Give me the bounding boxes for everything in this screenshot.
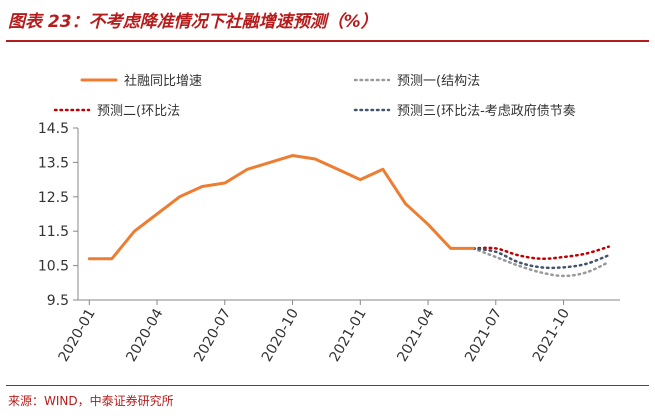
x-tick-label: 2021-01 [327, 306, 370, 365]
series-line-2 [471, 245, 610, 261]
y-axis: 9.5 10.5 11.5 12.5 13.5 14.5 [38, 121, 79, 309]
x-tick-label: 2020-10 [259, 306, 302, 365]
x-tick-label: 2021-10 [530, 306, 573, 365]
x-tick-label: 2020-07 [191, 306, 234, 365]
x-tick-label: 2021-04 [394, 306, 437, 365]
series-line-0 [87, 154, 475, 261]
x-tick-label: 2021-07 [462, 306, 505, 365]
x-tick-label: 2020-04 [123, 306, 166, 365]
plot-area [87, 154, 610, 278]
legend-label-2: 预测二(环比法 [97, 104, 180, 119]
y-tick-label: 12.5 [38, 190, 69, 206]
source-note: 来源：WIND，中泰证券研究所 [8, 394, 174, 408]
source-divider [6, 385, 649, 386]
x-axis: 2020-01 2020-04 2020-07 2020-10 2021-01 2021-… [56, 299, 620, 365]
figure-title: 图表 23：不考虑降准情况下社融增速预测（%） [8, 12, 378, 32]
y-tick-label: 14.5 [38, 121, 69, 137]
x-tick-label: 2020-01 [56, 306, 99, 365]
legend-label-1: 预测一(结构法 [397, 74, 480, 89]
series-line-3 [471, 247, 610, 270]
y-tick-label: 9.5 [47, 293, 69, 309]
title-divider [6, 40, 649, 42]
legend-label-0: 社融同比增速 [124, 73, 202, 89]
series-line-1 [471, 247, 610, 278]
y-tick-label: 10.5 [38, 259, 69, 275]
y-tick-label: 11.5 [38, 224, 69, 240]
y-tick-label: 13.5 [38, 155, 69, 171]
legend-label-3: 预测三(环比法-考虑政府债节奏 [397, 104, 576, 119]
